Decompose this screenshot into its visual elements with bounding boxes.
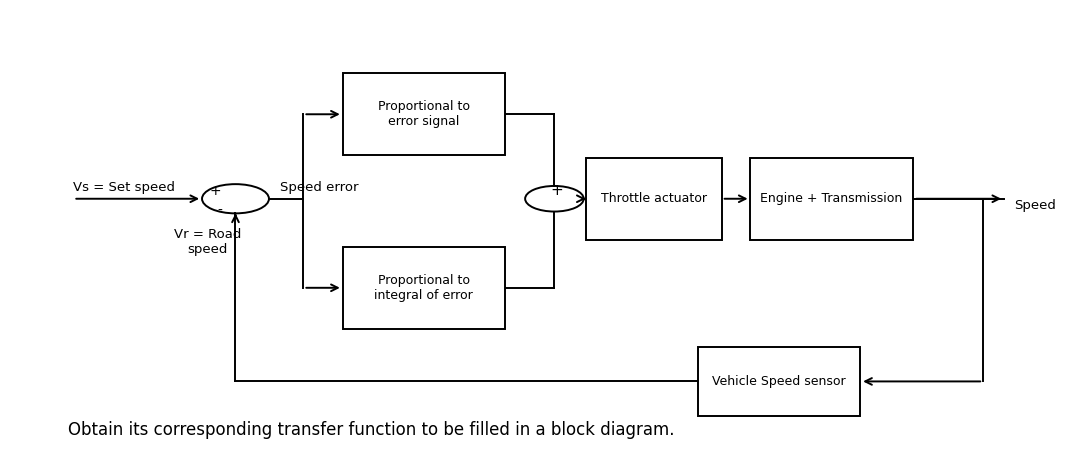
Text: -: -	[218, 204, 222, 218]
Bar	[750, 158, 912, 240]
Text: Engine + Transmission: Engine + Transmission	[761, 192, 903, 205]
Text: Speed: Speed	[1015, 199, 1056, 212]
Text: Speed error: Speed error	[281, 181, 359, 194]
Text: Obtain its corresponding transfer function to be filled in a block diagram.: Obtain its corresponding transfer functi…	[68, 421, 674, 439]
Text: +: +	[551, 184, 563, 199]
Bar	[698, 347, 860, 416]
Bar	[586, 158, 721, 240]
Text: +: +	[210, 184, 222, 198]
Text: Vehicle Speed sensor: Vehicle Speed sensor	[713, 375, 846, 388]
Text: Vs = Set speed: Vs = Set speed	[74, 181, 175, 194]
Text: Throttle actuator: Throttle actuator	[601, 192, 706, 205]
Text: Vr = Road
speed: Vr = Road speed	[174, 228, 241, 256]
Bar	[343, 73, 505, 155]
Text: Proportional to
integral of error: Proportional to integral of error	[375, 274, 473, 302]
Bar	[343, 247, 505, 329]
Text: Proportional to
error signal: Proportional to error signal	[378, 100, 469, 128]
